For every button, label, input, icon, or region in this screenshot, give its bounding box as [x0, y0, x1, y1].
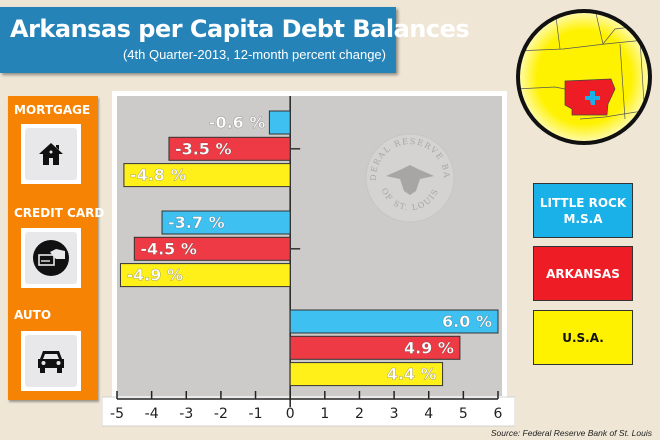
- bar-auto-0: [289, 309, 499, 334]
- arkansas-region-map: [516, 9, 652, 145]
- bar-auto-1: [289, 335, 461, 360]
- category-panel: MORTGAGE CREDIT CARD AUTO: [8, 96, 104, 400]
- bar-mortgage-2: [123, 163, 291, 188]
- legend-little-rock: LITTLE ROCK M.S.A: [533, 183, 633, 238]
- chart-subtitle: (4th Quarter-2013, 12-month percent chan…: [122, 47, 386, 62]
- chart-title: Arkansas per Capita Debt Balances: [10, 15, 470, 43]
- bar-value-label: -4.8 %: [130, 166, 187, 185]
- bar-value-label: 6.0 %: [442, 312, 492, 331]
- x-tick-label: 4: [424, 406, 433, 422]
- credit-card-icon: [33, 240, 69, 276]
- x-tick-label: 2: [355, 406, 364, 422]
- bar-value-label: -0.6 %: [209, 113, 266, 132]
- little-rock-marker: [585, 91, 600, 105]
- x-tick-label: -5: [110, 406, 124, 422]
- x-tick-label: -1: [249, 406, 263, 422]
- legend-arkansas: ARKANSAS: [533, 246, 633, 301]
- bar-credit-card-1: [133, 236, 291, 261]
- bar-value-label: -3.5 %: [175, 139, 232, 158]
- credit-card-icon-box: [21, 228, 81, 288]
- bar-mortgage-0: [268, 110, 291, 135]
- bar-credit-card-0: [161, 210, 291, 235]
- auto-icon-box: [21, 331, 81, 391]
- bar-chart: FEDERAL RESERVE BANK OF ST. LOUIS -0.6 %…: [102, 91, 515, 427]
- x-tick-label: 6: [494, 406, 503, 422]
- source-note: Source: Federal Reserve Bank of St. Loui…: [490, 428, 652, 438]
- car-icon: [38, 351, 64, 373]
- bar-value-label: -4.5 %: [140, 239, 197, 258]
- x-tick-label: 0: [286, 406, 295, 422]
- bar-value-label: 4.4 %: [387, 365, 437, 384]
- category-label-auto: AUTO: [14, 308, 52, 322]
- bar-value-label: -4.9 %: [126, 266, 183, 285]
- x-tick-label: 5: [459, 406, 468, 422]
- title-banner: Arkansas per Capita Debt Balances (4th Q…: [0, 7, 470, 73]
- x-tick-label: -2: [214, 406, 228, 422]
- bar-auto-2: [289, 362, 444, 387]
- eagle-icon: [386, 165, 434, 195]
- category-label-credit-card: CREDIT CARD: [14, 206, 105, 220]
- mortgage-icon-box: [21, 124, 81, 184]
- bar-credit-card-2: [119, 263, 291, 288]
- x-tick-label: 3: [390, 406, 399, 422]
- bar-value-label: 4.9 %: [404, 338, 454, 357]
- x-tick-label: -3: [179, 406, 193, 422]
- house-icon: [39, 143, 63, 165]
- legend-usa: U.S.A.: [533, 310, 633, 365]
- category-label-mortgage: MORTGAGE: [14, 103, 91, 117]
- x-tick-label: 1: [320, 406, 329, 422]
- bar-value-label: -3.7 %: [168, 213, 225, 232]
- x-axis-strip: [102, 396, 515, 427]
- x-tick-label: -4: [145, 406, 159, 422]
